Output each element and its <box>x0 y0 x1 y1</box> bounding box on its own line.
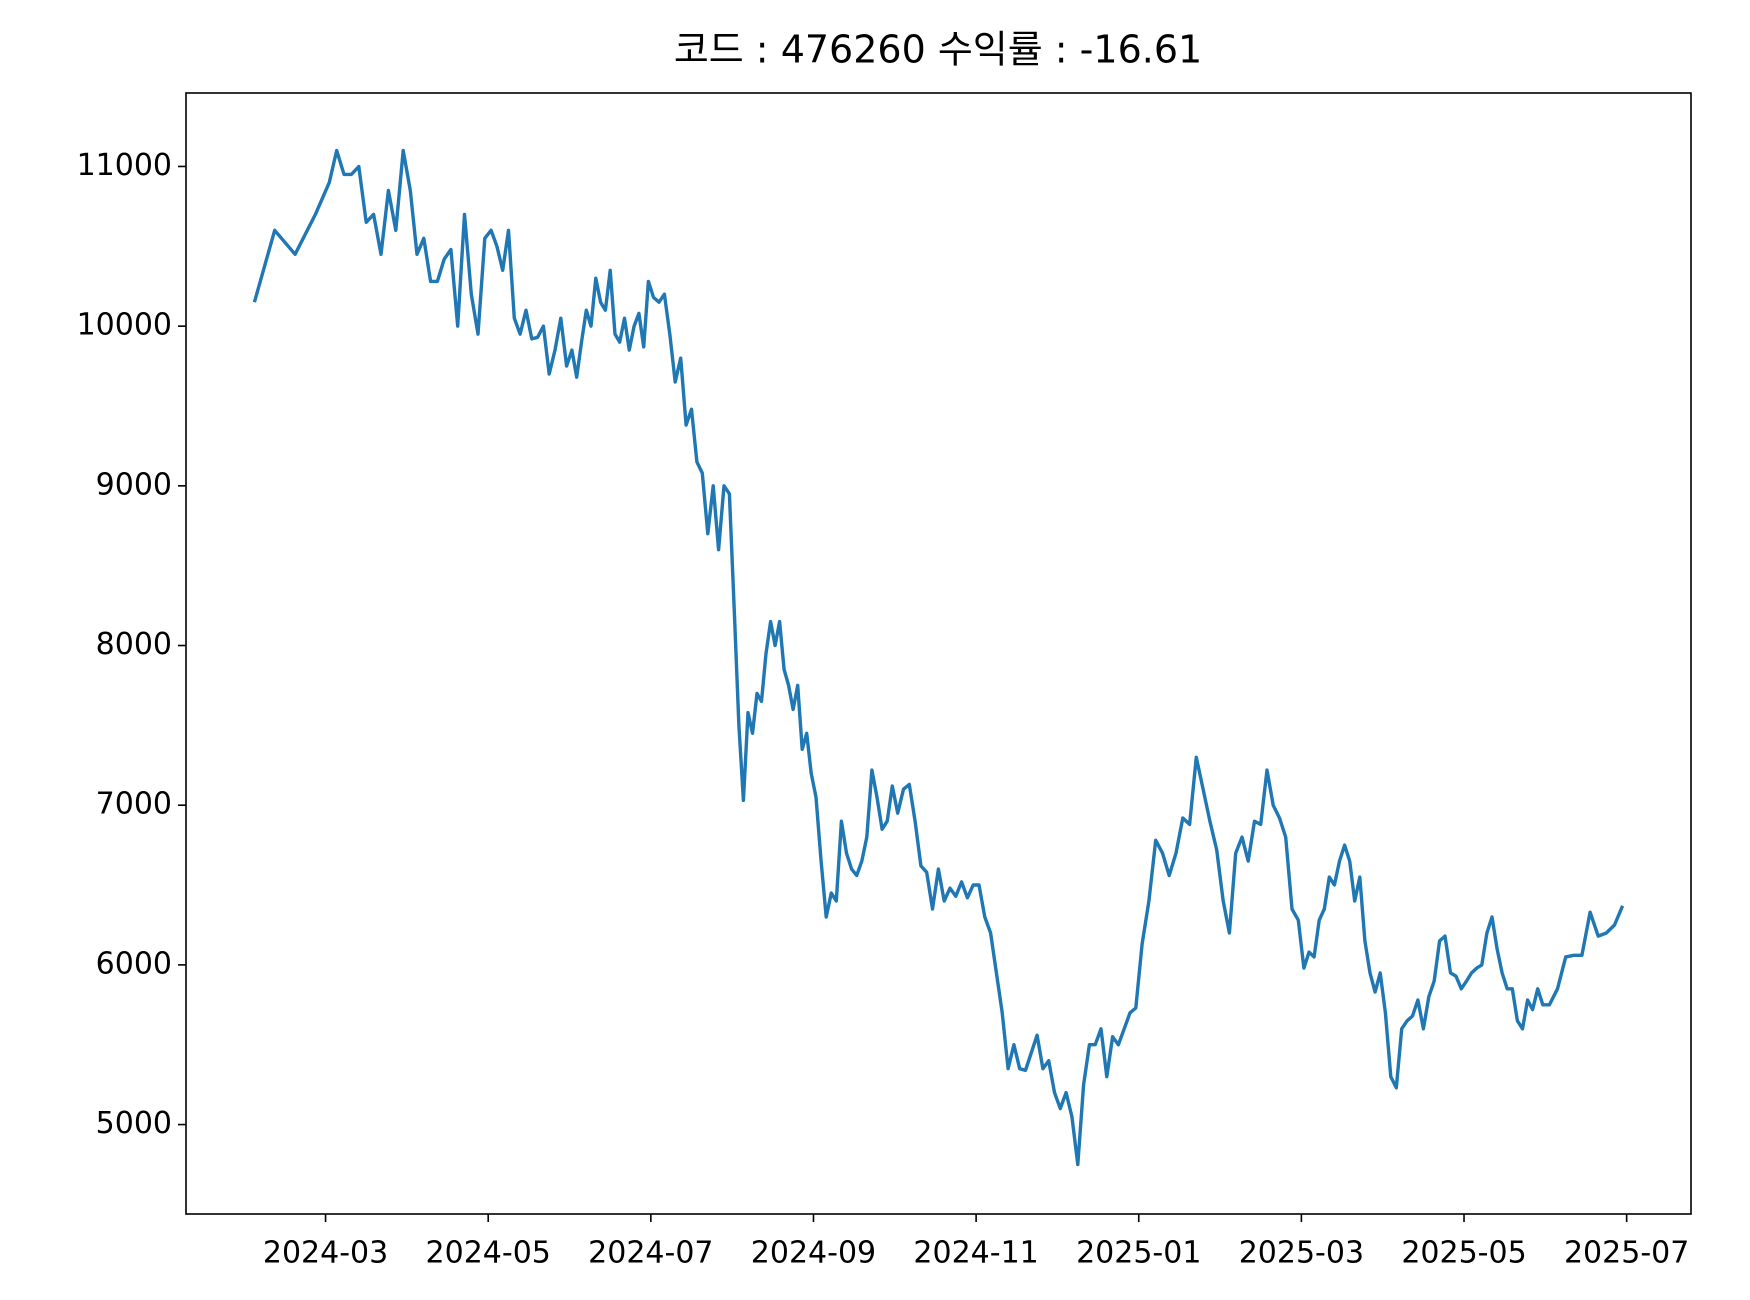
y-tick-label: 5000 <box>96 1106 172 1141</box>
axes-frame <box>185 92 1692 1215</box>
y-tick-label: 7000 <box>96 787 172 822</box>
x-tick-label: 2024-03 <box>263 1236 388 1271</box>
x-tick-label: 2025-01 <box>1076 1236 1201 1271</box>
price-line <box>252 148 1625 1167</box>
x-tick-label: 2024-11 <box>913 1236 1038 1271</box>
y-tick-label: 8000 <box>96 627 172 662</box>
x-tick-label: 2024-09 <box>751 1236 876 1271</box>
chart-title: 코드 : 476260 수익률 : -16.61 <box>674 28 1202 72</box>
y-tick-label: 6000 <box>96 946 172 981</box>
x-tick-label: 2025-03 <box>1239 1236 1364 1271</box>
x-tick-label: 2025-07 <box>1564 1236 1689 1271</box>
y-tick-label: 9000 <box>96 467 172 502</box>
y-tick-label: 10000 <box>77 308 172 343</box>
x-tick-label: 2025-05 <box>1401 1236 1526 1271</box>
x-tick-label: 2024-05 <box>426 1236 551 1271</box>
x-tick-label: 2024-07 <box>588 1236 713 1271</box>
y-tick-label: 11000 <box>77 148 172 183</box>
